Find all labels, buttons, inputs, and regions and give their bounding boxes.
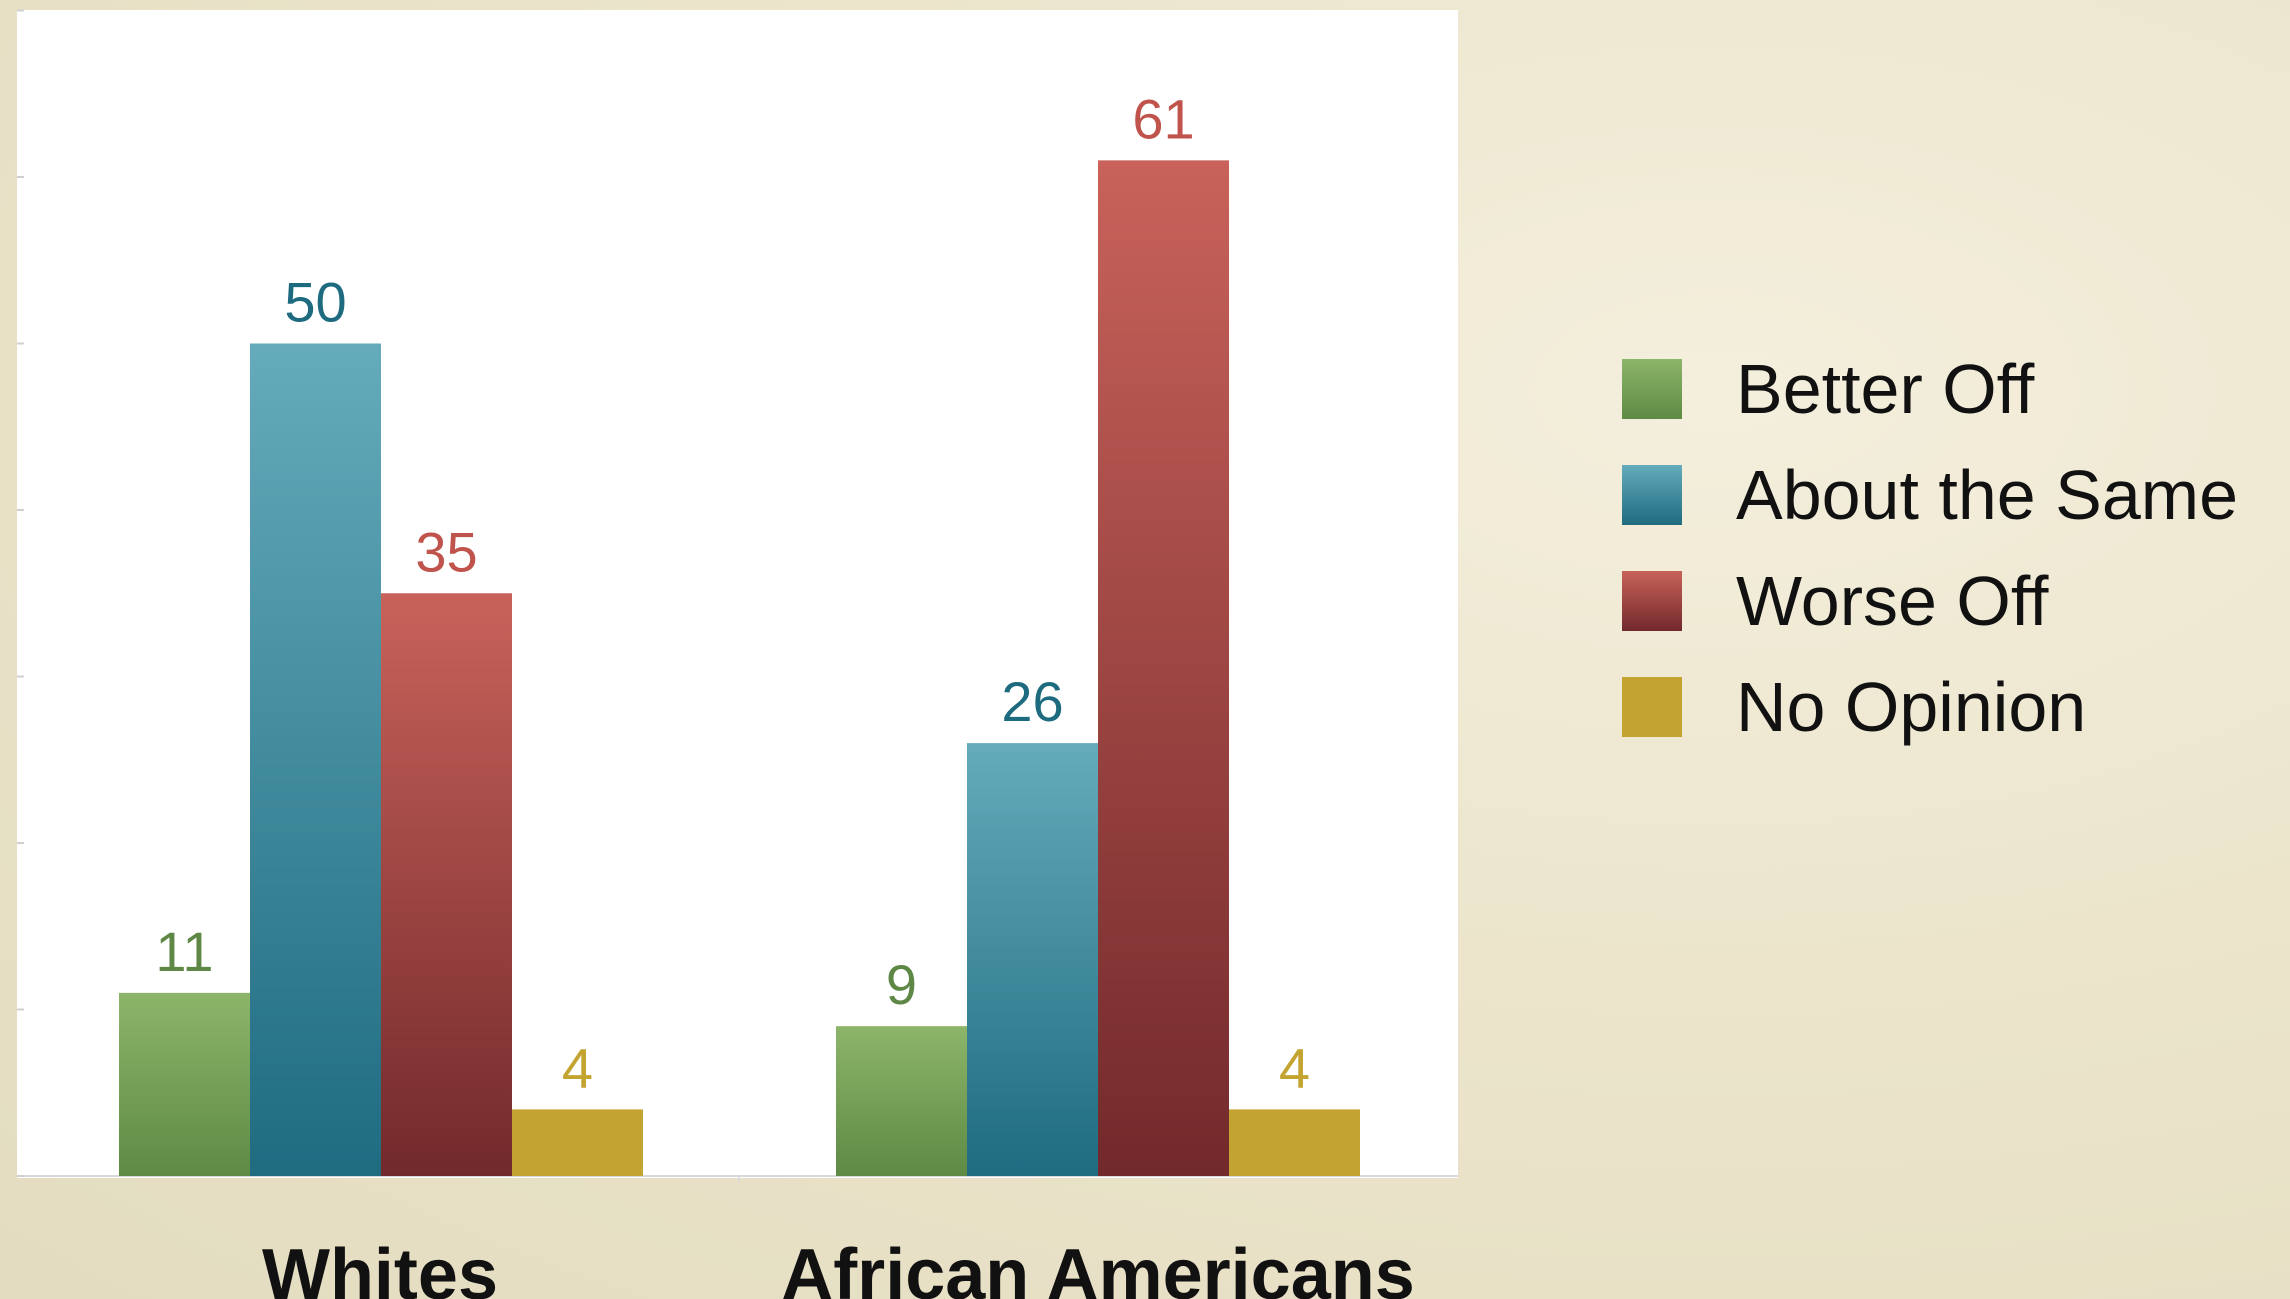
category-label-whites: Whites (262, 1235, 498, 1299)
legend-label-worse-off: Worse Off (1736, 562, 2049, 640)
bar-african-americans-worse-off (1098, 160, 1229, 1177)
bar-whites-no-opinion (512, 1109, 643, 1176)
bar-african-americans-about-the-same (967, 743, 1098, 1176)
legend: Better Off About the Same Worse Off No Opin… (1622, 336, 2238, 760)
legend-label-about-the-same: About the Same (1736, 456, 2238, 534)
value-label-whites-better-off: 11 (155, 920, 213, 983)
legend-swatch-better-off (1622, 359, 1682, 419)
legend-label-no-opinion: No Opinion (1736, 668, 2087, 746)
category-label-african-americans: African Americans (781, 1235, 1415, 1299)
legend-item-about-the-same: About the Same (1622, 442, 2238, 548)
bar-african-americans-better-off (836, 1026, 967, 1176)
bar-whites-better-off (119, 992, 250, 1176)
value-label-whites-no-opinion: 4 (562, 1036, 593, 1099)
bar-whites-worse-off (381, 593, 512, 1176)
category-labels: Whites African Americans (262, 1235, 1415, 1299)
bar-whites-about-the-same (250, 343, 381, 1176)
value-label-whites-worse-off: 35 (415, 520, 477, 583)
legend-item-no-opinion: No Opinion (1622, 654, 2238, 760)
value-label-african-americans-better-off: 9 (886, 953, 917, 1016)
legend-swatch-about-the-same (1622, 465, 1682, 525)
value-label-whites-about-the-same: 50 (284, 271, 346, 334)
value-label-african-americans-about-the-same: 26 (1001, 670, 1063, 733)
value-labels: 11 50 35 4 9 26 61 4 (155, 87, 1310, 1099)
legend-swatch-worse-off (1622, 571, 1682, 631)
bar-african-americans-no-opinion (1229, 1109, 1360, 1176)
legend-item-better-off: Better Off (1622, 336, 2238, 442)
legend-label-better-off: Better Off (1736, 350, 2035, 428)
value-label-african-americans-no-opinion: 4 (1279, 1036, 1310, 1099)
bars (119, 160, 1360, 1177)
legend-item-worse-off: Worse Off (1622, 548, 2238, 654)
value-label-african-americans-worse-off: 61 (1132, 87, 1194, 150)
legend-swatch-no-opinion (1622, 677, 1682, 737)
